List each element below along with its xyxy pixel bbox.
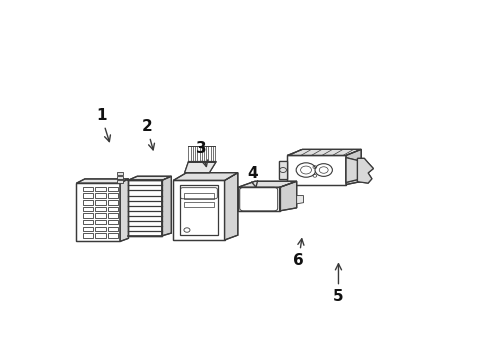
Polygon shape [108,187,118,191]
Polygon shape [346,158,358,183]
Polygon shape [108,200,118,204]
Polygon shape [95,233,106,238]
Polygon shape [117,172,123,175]
Polygon shape [108,213,118,218]
Text: 5: 5 [333,264,344,304]
Polygon shape [120,179,128,242]
Polygon shape [95,200,106,204]
Text: 4: 4 [248,166,258,187]
Polygon shape [82,213,93,218]
Polygon shape [224,173,238,240]
Polygon shape [82,220,93,225]
Polygon shape [238,181,297,187]
Polygon shape [297,195,303,204]
Polygon shape [95,207,106,211]
Polygon shape [117,176,123,179]
Polygon shape [108,193,118,198]
Polygon shape [287,156,346,185]
Polygon shape [95,187,106,191]
Polygon shape [95,227,106,231]
Polygon shape [76,183,120,242]
Text: 1: 1 [96,108,110,141]
Text: 3: 3 [196,141,208,167]
Polygon shape [173,173,238,180]
Polygon shape [162,176,172,236]
Polygon shape [82,187,93,191]
Polygon shape [108,207,118,211]
Polygon shape [346,149,361,185]
Polygon shape [95,193,106,198]
Polygon shape [108,233,118,238]
Text: 2: 2 [141,119,154,150]
Circle shape [296,163,316,177]
Text: 6: 6 [293,239,304,268]
Polygon shape [287,149,361,156]
Circle shape [315,164,332,176]
Polygon shape [76,179,128,183]
Polygon shape [117,180,123,183]
Polygon shape [95,220,106,225]
Polygon shape [82,207,93,211]
Polygon shape [82,200,93,204]
Polygon shape [82,227,93,231]
Polygon shape [279,161,287,179]
Polygon shape [95,213,106,218]
Polygon shape [108,227,118,231]
Polygon shape [238,187,280,211]
Polygon shape [173,180,224,240]
Polygon shape [108,220,118,225]
Polygon shape [280,181,297,211]
Polygon shape [128,180,162,236]
Polygon shape [185,162,216,173]
Polygon shape [358,158,373,183]
Polygon shape [82,193,93,198]
Polygon shape [128,176,172,180]
Polygon shape [82,233,93,238]
